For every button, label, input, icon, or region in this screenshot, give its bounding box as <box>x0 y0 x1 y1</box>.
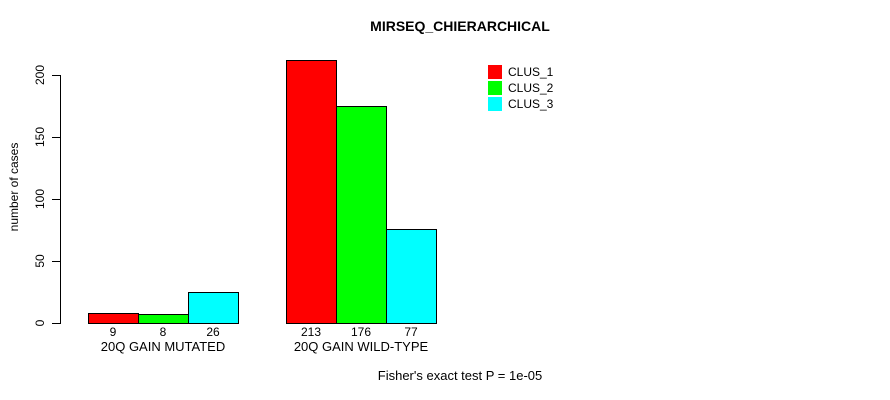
y-axis-tick-label: 150 <box>33 126 47 148</box>
bar-value-label: 77 <box>404 325 418 339</box>
bar-value-label: 176 <box>350 325 372 339</box>
bar-clus_3-group1 <box>188 292 239 324</box>
legend-label: CLUS_3 <box>508 97 554 111</box>
legend-swatch-clus_1 <box>488 65 502 79</box>
legend-item: CLUS_2 <box>488 81 553 95</box>
legend-label: CLUS_2 <box>508 81 554 95</box>
y-axis-tick <box>52 137 60 138</box>
y-axis-tick <box>52 261 60 262</box>
bar-clus_3-group2 <box>386 229 437 324</box>
chart-title: MIRSEQ_CHIERARCHICAL <box>370 18 550 34</box>
bar-value-label: 9 <box>109 325 117 339</box>
y-axis-line <box>60 75 61 324</box>
category-label-2: 20Q GAIN WILD-TYPE <box>293 339 429 354</box>
category-label-1: 20Q GAIN MUTATED <box>100 339 226 354</box>
y-axis-tick <box>52 323 60 324</box>
footnote-pvalue: Fisher's exact test P = 1e-05 <box>377 368 543 383</box>
y-axis-tick-label: 100 <box>33 188 47 210</box>
bar-value-label: 8 <box>159 325 167 339</box>
legend-item: CLUS_3 <box>488 97 553 111</box>
bar-clus_1-group2 <box>286 60 337 324</box>
y-axis-tick <box>52 75 60 76</box>
y-axis-tick-label: 0 <box>33 319 47 327</box>
legend-label: CLUS_1 <box>508 65 554 79</box>
y-axis-tick <box>52 199 60 200</box>
bar-clus_2-group2 <box>336 106 387 324</box>
bar-value-label: 26 <box>206 325 220 339</box>
legend-swatch-clus_2 <box>488 81 502 95</box>
bar-clus_1-group1 <box>88 313 139 324</box>
legend-item: CLUS_1 <box>488 65 553 79</box>
legend-swatch-clus_3 <box>488 97 502 111</box>
y-axis-tick-label: 200 <box>33 64 47 86</box>
bar-value-label: 213 <box>300 325 322 339</box>
bar-clus_2-group1 <box>138 314 189 324</box>
y-axis-tick-label: 50 <box>33 254 47 268</box>
